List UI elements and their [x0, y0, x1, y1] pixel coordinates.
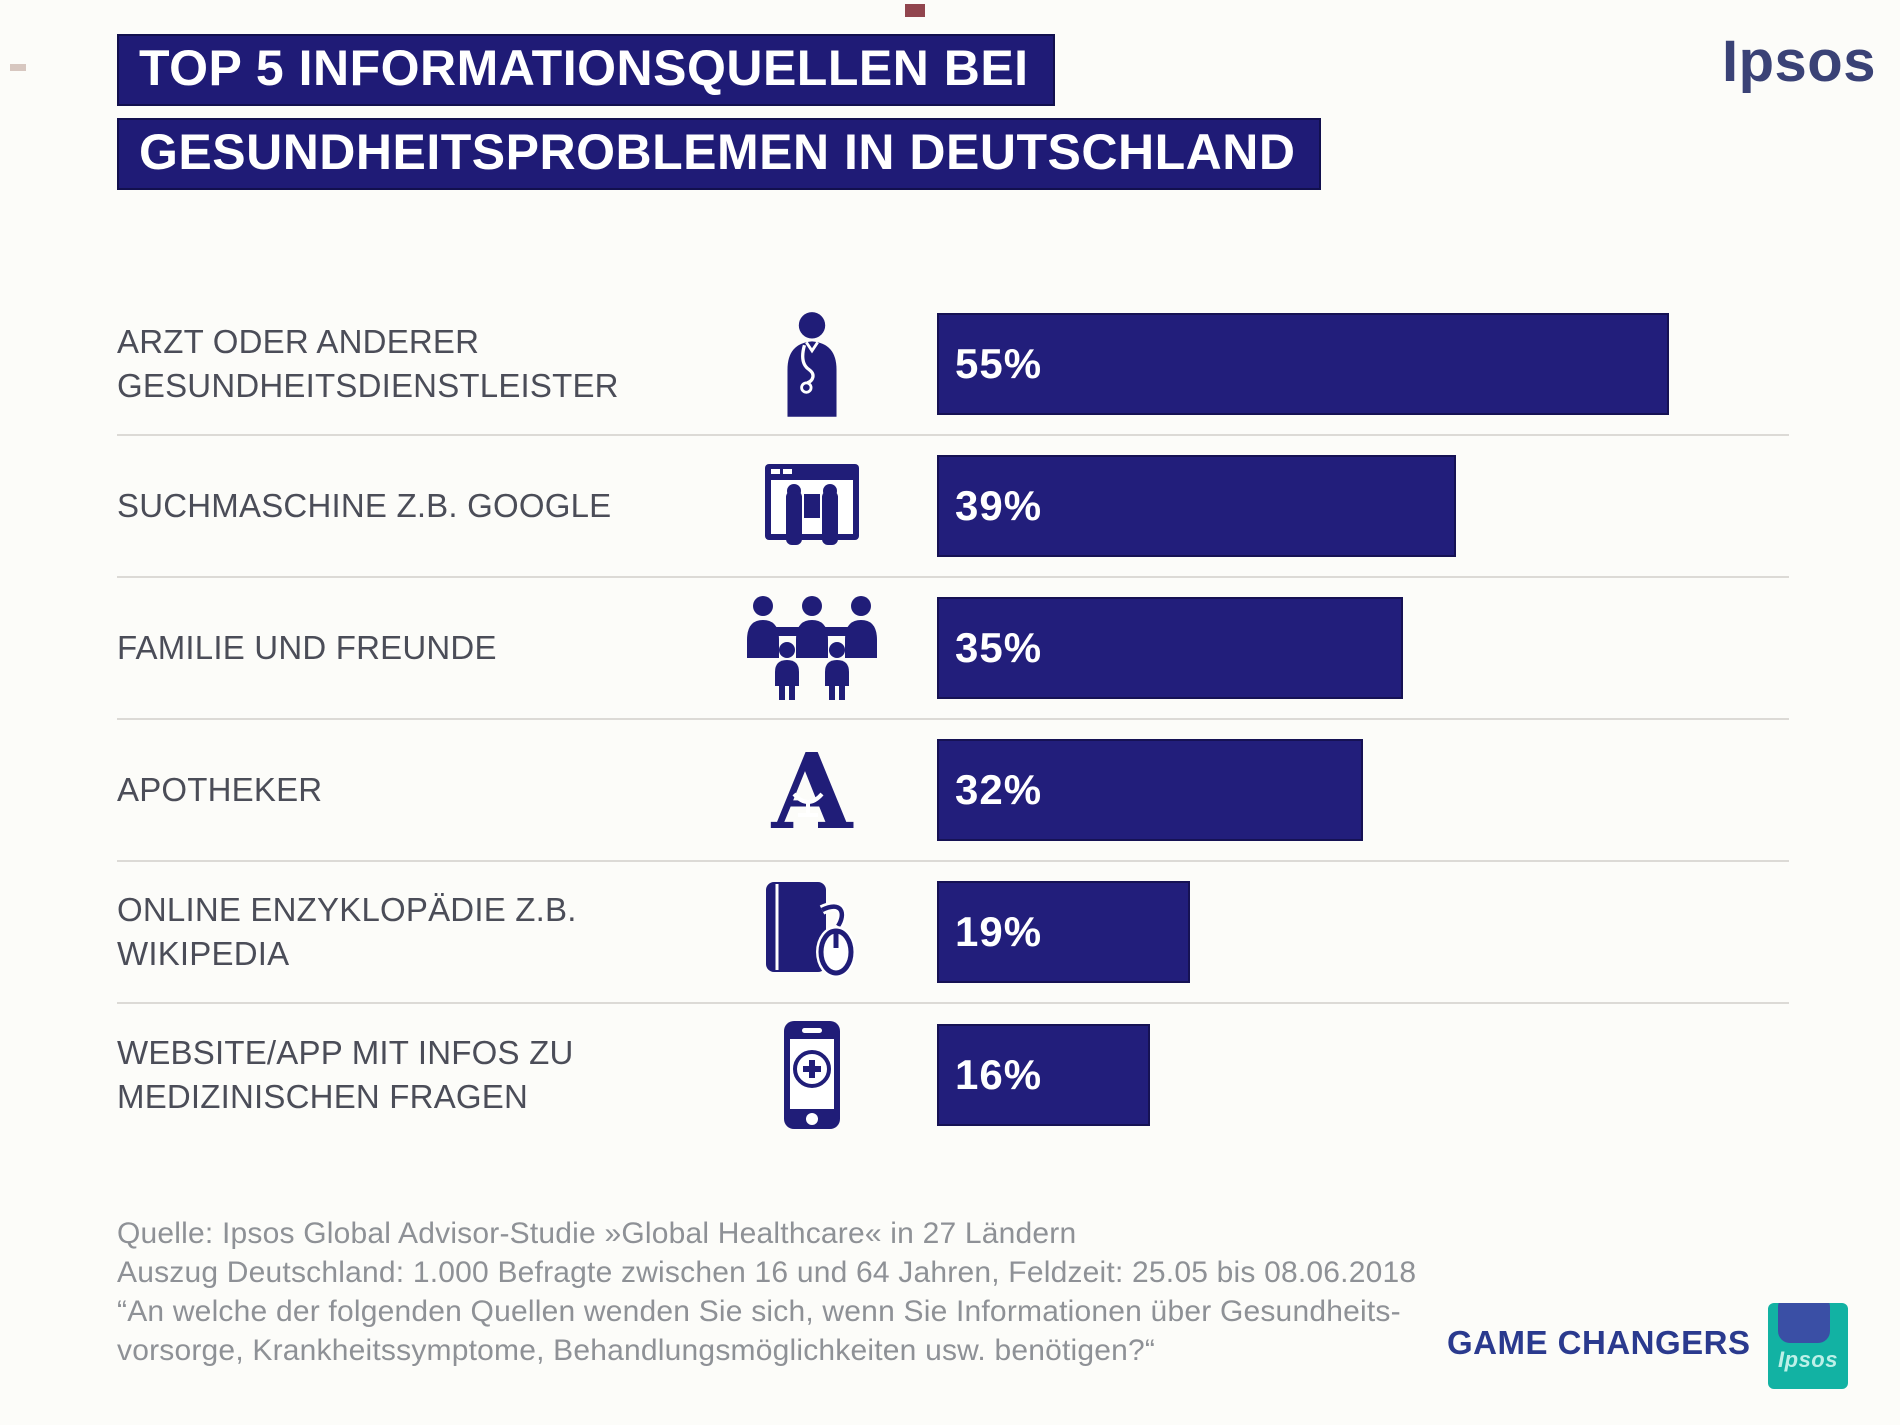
- source-line-1: Quelle: Ipsos Global Advisor-Studie »Glo…: [117, 1217, 1077, 1250]
- chart-row-enzyklopaedie: ONLINE ENZYKLOPÄDIE Z.B. WIKIPEDIA 19%: [117, 862, 1789, 1004]
- bar-arzt: 55%: [937, 313, 1669, 415]
- ipsos-logo-wordmark: Ipsos: [1722, 29, 1876, 94]
- scan-artifact: [10, 64, 26, 71]
- chart-row-arzt: ARZT ODER ANDERER GESUNDHEITSDIENSTLEIST…: [117, 294, 1789, 436]
- value-label: 19%: [955, 908, 1043, 955]
- bar-track: 55%: [937, 313, 1789, 415]
- category-label: ARZT ODER ANDERER GESUNDHEITSDIENSTLEIST…: [117, 323, 619, 404]
- category-label: APOTHEKER: [117, 771, 323, 809]
- bar-track: 16%: [937, 1024, 1789, 1126]
- ipsos-logo-badge: Ipsos: [1768, 1303, 1848, 1389]
- bar-apotheker: 32%: [937, 739, 1363, 841]
- bar-website-app: 16%: [937, 1024, 1150, 1126]
- scan-artifact: [905, 4, 925, 17]
- category-label: SUCHMASCHINE Z.B. GOOGLE: [117, 487, 612, 525]
- bar-suchmaschine: 39%: [937, 455, 1456, 557]
- value-label: 55%: [955, 340, 1043, 387]
- question-line-2: vorsorge, Krankheitssymptome, Behandlung…: [117, 1334, 1156, 1367]
- bar-track: 39%: [937, 455, 1789, 557]
- value-label: 35%: [955, 624, 1043, 671]
- value-label: 39%: [955, 482, 1043, 529]
- ipsos-logo-shape: [1778, 1303, 1830, 1343]
- chart-row-website-app: WEBSITE/APP MIT INFOS ZU MEDIZINISCHEN F…: [117, 1004, 1789, 1146]
- doctor-icon: [687, 308, 937, 420]
- svg-text:A: A: [771, 738, 854, 842]
- title-line-2: GESUNDHEITSPROBLEMEN IN DEUTSCHLAND: [117, 118, 1322, 190]
- chart-row-familie: FAMILIE UND FREUNDE: [117, 578, 1789, 720]
- family-icon: [687, 594, 937, 702]
- source-line-2: Auszug Deutschland: 1.000 Befragte zwisc…: [117, 1256, 1417, 1289]
- category-label: ONLINE ENZYKLOPÄDIE Z.B. WIKIPEDIA: [117, 891, 577, 972]
- bar-enzyklopaedie: 19%: [937, 881, 1190, 983]
- search-engine-icon: [687, 456, 937, 556]
- medical-app-icon: [687, 1019, 937, 1131]
- page-title: TOP 5 INFORMATIONSQUELLEN BEI GESUNDHEIT…: [117, 34, 1322, 202]
- encyclopedia-mouse-icon: [687, 880, 937, 984]
- bar-track: 19%: [937, 881, 1789, 983]
- bar-track: 32%: [937, 739, 1789, 841]
- bar-track: 35%: [937, 597, 1789, 699]
- category-label: FAMILIE UND FREUNDE: [117, 629, 497, 667]
- title-line-1: TOP 5 INFORMATIONSQUELLEN BEI: [117, 34, 1055, 106]
- bar-chart: ARZT ODER ANDERER GESUNDHEITSDIENSTLEIST…: [117, 294, 1789, 1146]
- question-line-1: “An welche der folgenden Quellen wenden …: [117, 1295, 1401, 1328]
- value-label: 16%: [955, 1051, 1043, 1098]
- pharmacy-a-icon: A: [687, 738, 937, 842]
- chart-row-suchmaschine: SUCHMASCHINE Z.B. GOOGLE 39%: [117, 436, 1789, 578]
- value-label: 32%: [955, 766, 1043, 813]
- game-changers-tagline: GAME CHANGERS: [1447, 1324, 1751, 1361]
- source-note: Quelle: Ipsos Global Advisor-Studie »Glo…: [117, 1214, 1416, 1370]
- chart-row-apotheker: APOTHEKER A 32%: [117, 720, 1789, 862]
- ipsos-logo-text: Ipsos: [1778, 1347, 1838, 1372]
- category-label: WEBSITE/APP MIT INFOS ZU MEDIZINISCHEN F…: [117, 1034, 574, 1115]
- bar-familie: 35%: [937, 597, 1403, 699]
